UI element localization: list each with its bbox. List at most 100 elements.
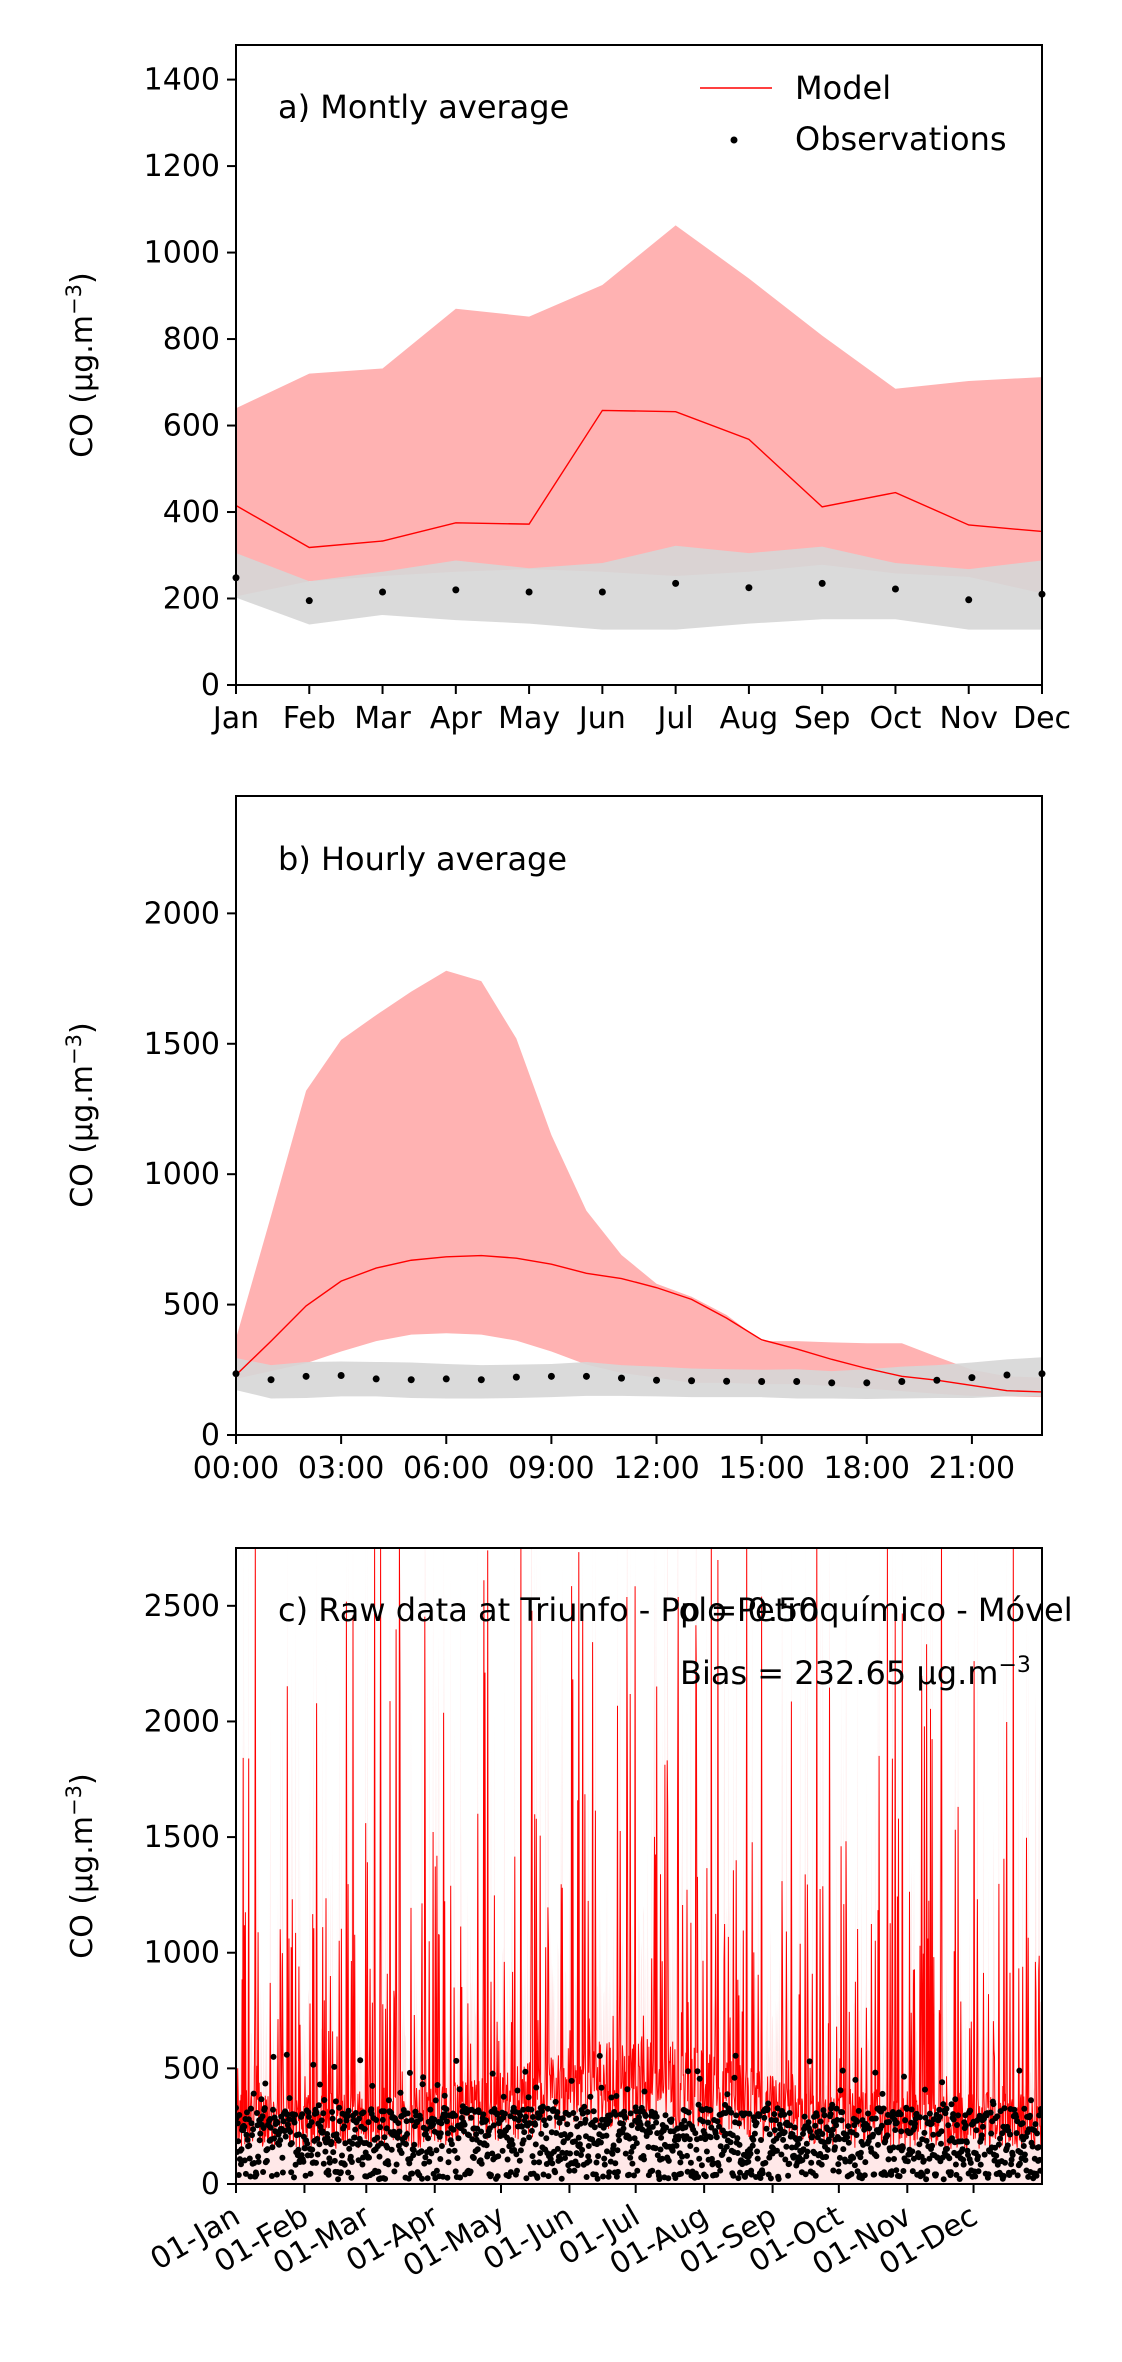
panel-b-observation-point [267,1376,275,1384]
panel-c-observation-point [928,2120,935,2127]
panel-c-observation-point [331,2063,338,2070]
panel-c-observation-point [821,2112,828,2119]
panel-c-observation-point [605,2173,612,2180]
panel-c-observation-point [495,2153,502,2160]
panel-c-observation-point [801,2113,808,2120]
panel-c-observation-point [336,2118,343,2125]
panel-c-observation-point [348,2174,355,2181]
panel-b-ytick-label: 2000 [144,896,220,931]
panel-c-observation-point [753,2174,759,2180]
panel-b-observation-point [898,1378,906,1386]
panel-c-observation-point [819,2131,826,2137]
panel-c-observation-point [940,2176,947,2183]
panel-a-xtick-label: Feb [283,701,336,736]
panel-c-observation-point [948,2101,955,2108]
panel-c-observation-point [438,2120,445,2127]
panel-a-xtick-label: May [498,701,560,736]
panel-c-model-line [236,1548,1042,2151]
panel-c-observation-point [400,2107,407,2113]
panel-c-observation-point [247,2173,254,2180]
panel-c-observation-point [891,2156,897,2162]
panel-c-observation-point [433,2167,440,2174]
panel-c-observation-point [685,2109,692,2116]
panel-c-observation-point [516,2157,523,2164]
panel-c-observation-point [1010,2168,1017,2175]
panel-c-observation-point [724,2091,731,2098]
panel-c-observation-point [809,2133,816,2140]
panel-c-observation-point [950,2111,957,2118]
panel-c-observation-point [585,2153,592,2160]
panel-c-observation-point [860,2141,867,2148]
panel-c-observation-point [852,2076,859,2083]
panel-a-observation-points [232,574,1046,605]
panel-c-observation-point [504,2156,511,2163]
panel-c-observation-point [682,2124,689,2131]
panel-c-observation-point [636,2114,642,2121]
panel-c-observation-point [410,2147,417,2154]
panel-c-bias-text: Bias = 232.65 µg.m [680,1654,998,1692]
panel-c-observation-point [972,2173,979,2180]
panel-c-observation-point [988,2130,995,2137]
panel-c-observation-point [947,2169,954,2176]
panel-c-observation-point [590,2108,597,2115]
panel-c-observation-point [257,2130,264,2137]
panel-c-observation-point [261,2105,268,2112]
panel-c-observation-point [695,2101,702,2108]
panel-c-observation-point [977,2161,984,2168]
panel-c-observation-point [601,2155,608,2162]
panel-c-ytick-label: 500 [163,2051,220,2086]
panel-c-observation-point [684,2152,690,2159]
panel-c-observation-point [287,2128,294,2135]
panel-c-observation-point [672,2175,679,2181]
panel-c-observation-point [335,2176,342,2183]
panel-c-observation-point [836,2136,843,2142]
panel-c-observation-point [888,2168,895,2175]
panel-c-observation-point [747,2150,754,2157]
panel-b-ytick-label: 1000 [144,1157,220,1192]
panel-c-observation-point [985,2171,992,2178]
panel-c-ytick-label: 1000 [144,1936,220,1971]
panel-c-observation-point [242,2170,249,2177]
panel-c-observation-point [601,2161,608,2168]
panel-c-observation-point [520,2137,527,2144]
panel-c-observation-point [1022,2157,1029,2163]
panel-c-observation-point [320,2160,327,2167]
panel-c-bias-sup: −3 [998,1653,1030,1678]
panel-c-observation-point [668,2116,675,2123]
panel-c-observation-point [715,2162,722,2169]
panel-c-observation-point [897,2111,904,2118]
panel-c-observation-point [613,2173,620,2180]
panel-a-xtick-label: Apr [430,701,483,736]
panel-c-observation-point [647,2129,653,2136]
panel-a-observation-point [598,588,606,596]
panel-b-xtick-label: 21:00 [929,1451,1015,1486]
panel-c-observation-point [613,2093,620,2099]
panel-c-observation-point [517,2147,524,2154]
panel-c-observation-point [282,2133,289,2140]
panel-c-observation-point [368,2106,375,2113]
panel-c-observation-point [360,2109,367,2116]
panel-c-observation-point [256,2137,263,2144]
panel-b-ytick-label: 0 [201,1418,220,1453]
panel-c-observation-point [531,2159,538,2166]
panel-c-observation-point [546,2115,553,2121]
panel-c-observation-point [247,2105,254,2112]
panel-c-observation-point [1028,2097,1034,2104]
panel-c-observation-point [346,2145,353,2152]
panel-c-observation-point [540,2171,547,2178]
panel-c-observation-point [829,2101,836,2108]
panel-c-observation-point [595,2153,602,2160]
panel-c-observation-point [361,2126,368,2132]
panel-c-observation-point [981,2151,988,2158]
panel-a-observation-point [672,579,680,587]
panel-c-observation-point [427,2106,434,2113]
panel-c-observation-point [254,2122,261,2129]
panel-c-observation-point [321,2097,328,2103]
panel-c-observation-point [236,2156,243,2163]
panel-c-observation-point [307,2170,314,2177]
panel-c-observation-point [832,2144,838,2151]
panel-c-observation-point [253,2171,260,2178]
panel-c-observation-point [855,2107,862,2114]
panel-c-observation-point [782,2156,789,2163]
panel-c-observation-point [317,2123,324,2130]
